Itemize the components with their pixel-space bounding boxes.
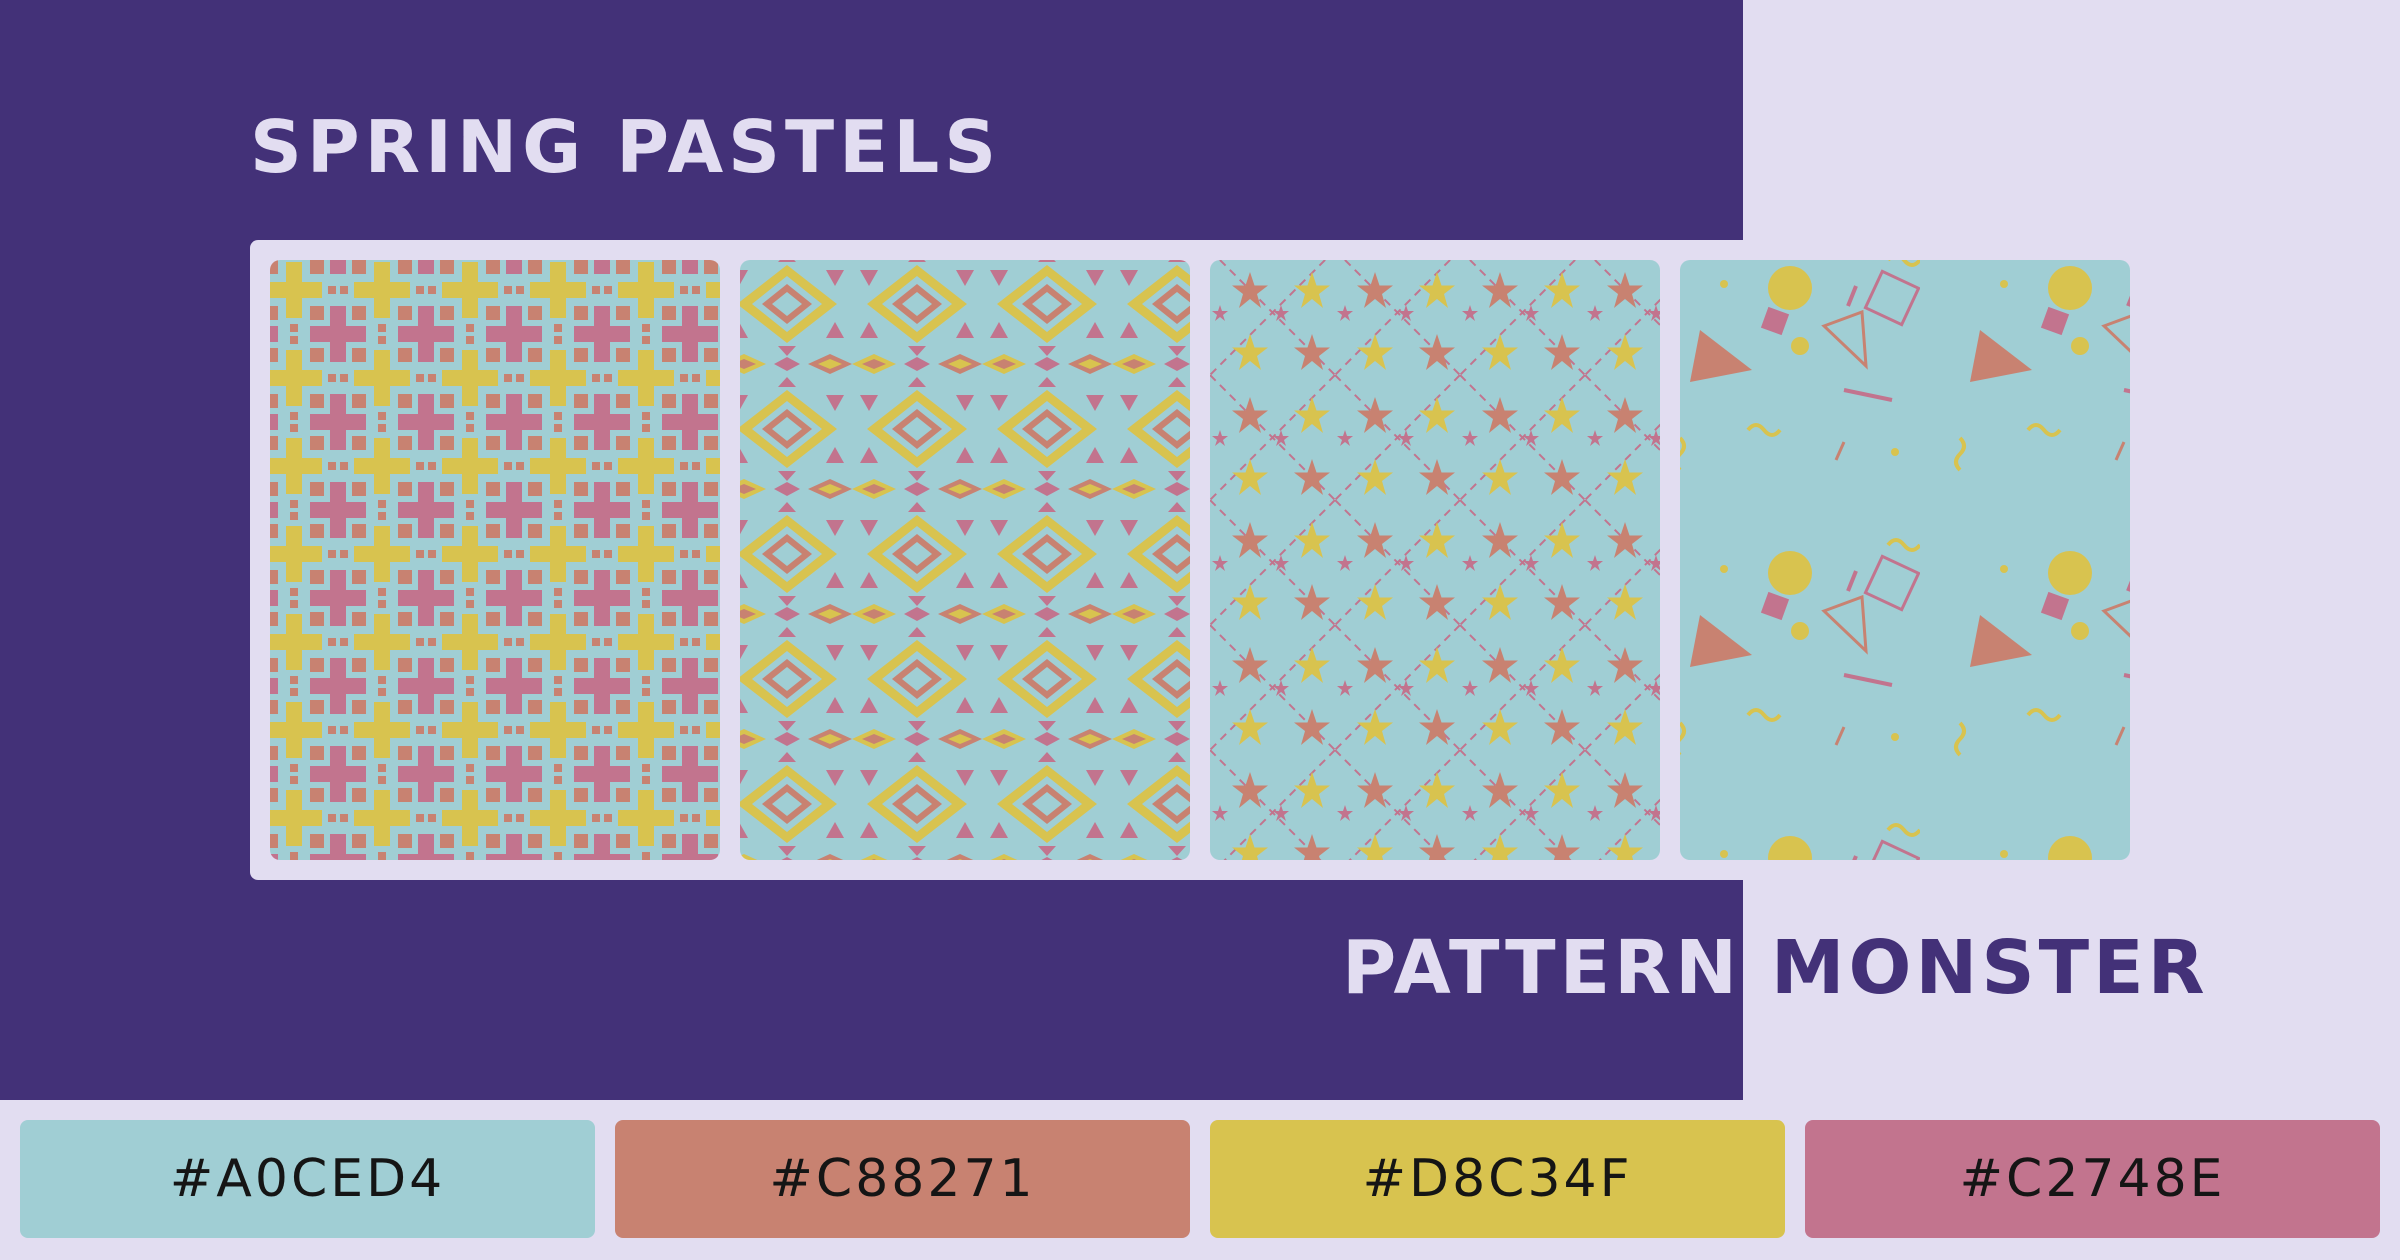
- pattern-gallery: [250, 240, 2130, 880]
- brand-word-pattern: PATTERN: [1342, 925, 1742, 1011]
- brand-word-monster: MONSTER: [1770, 925, 2209, 1011]
- swatch-salmon[interactable]: #C88271: [615, 1120, 1190, 1238]
- stars-pattern-art: [1210, 260, 1660, 860]
- swatch-pink[interactable]: #C2748E: [1805, 1120, 2380, 1238]
- pattern-tile-memphis[interactable]: [1680, 260, 2130, 860]
- brand-logo-text: PATTERN MONSTER: [1342, 925, 2209, 1011]
- crosses-pattern-art: [270, 260, 720, 860]
- memphis-pattern-art: [1680, 260, 2130, 860]
- pattern-tile-aztec[interactable]: [740, 260, 1190, 860]
- color-swatch-bar: #A0CED4 #C88271 #D8C34F #C2748E: [0, 1100, 2400, 1260]
- swatch-yellow[interactable]: #D8C34F: [1210, 1120, 1785, 1238]
- swatch-teal[interactable]: #A0CED4: [20, 1120, 595, 1238]
- pattern-tile-stars[interactable]: [1210, 260, 1660, 860]
- page-title: SPRING PASTELS: [250, 105, 1002, 189]
- pattern-tile-crosses[interactable]: [270, 260, 720, 860]
- aztec-pattern-art: [740, 260, 1190, 860]
